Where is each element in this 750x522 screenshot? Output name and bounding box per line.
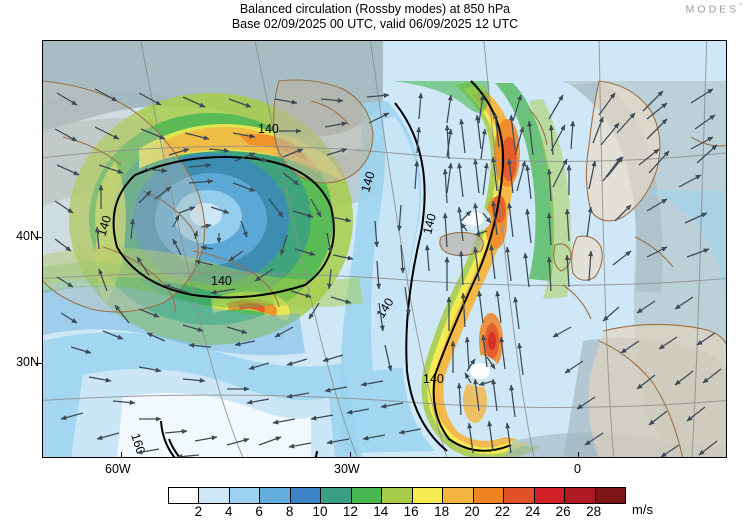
contour-label: 140 — [420, 212, 439, 236]
contour-label: 140 — [423, 372, 444, 386]
axis-tick — [36, 363, 42, 364]
windspeed-shading — [43, 41, 726, 457]
colorbar-swatch — [351, 488, 383, 503]
modes-logo-text: MODES — [685, 3, 740, 16]
axis-tick — [121, 452, 122, 458]
colorbar-tick-label: 10 — [312, 504, 328, 519]
colorbar-tick-label: 14 — [373, 504, 389, 519]
map-layers: 140 140 140 140 140 140 140 160 — [43, 41, 726, 457]
axis-tick — [350, 452, 351, 458]
y-tick-label: 40N — [16, 229, 39, 243]
axis-tick — [578, 452, 579, 458]
colorbar-swatch — [229, 488, 261, 503]
contour-label: 160 — [128, 432, 148, 456]
colorbar-tick-label: 6 — [255, 504, 263, 519]
graticule — [43, 41, 726, 457]
axis-tick — [36, 237, 42, 238]
x-tick-label: 60W — [105, 462, 131, 476]
y-tick-label: 30N — [16, 355, 39, 369]
modes-logo: MODES° — [686, 3, 742, 16]
colorbar-swatch — [260, 488, 291, 503]
x-tick-label: 30W — [334, 462, 360, 476]
colorbar-tick-label: 24 — [525, 504, 541, 519]
colorbar-swatch — [565, 488, 596, 503]
colorbar-swatch — [443, 488, 474, 503]
colorbar-tick-label: 26 — [555, 504, 571, 519]
map-plot-area: 140 140 140 140 140 140 140 160 — [42, 40, 727, 458]
colorbar-tick-label: 20 — [464, 504, 480, 519]
colorbar-tick-label: 18 — [434, 504, 450, 519]
contour-label: 140 — [258, 122, 279, 136]
map-svg: 140 140 140 140 140 140 140 160 — [43, 41, 726, 457]
colorbar-unit-label: m/s — [632, 502, 653, 517]
colorbar-swatch — [290, 488, 322, 503]
colorbar-tick-labels: 2 4 6 8 10 12 14 16 18 20 22 24 26 28 — [168, 504, 626, 522]
colorbar-swatch — [504, 488, 535, 503]
colorbar-swatch — [382, 488, 413, 503]
x-tick-label: 0 — [574, 462, 581, 476]
wind-vectors — [54, 88, 722, 457]
contour-label: 140 — [211, 274, 232, 288]
colorbar-swatch — [473, 488, 505, 503]
colorbar-tick-label: 2 — [194, 504, 203, 519]
colorbar-tick-label: 16 — [403, 504, 419, 519]
colorbar-tick-label: 4 — [225, 504, 233, 519]
colorbar-swatch — [534, 488, 566, 503]
contour-labels: 140 140 140 140 140 140 140 160 — [95, 122, 444, 456]
colorbar-swatch — [321, 488, 352, 503]
colorbar-swatch — [412, 488, 444, 503]
colorbar-swatch — [199, 488, 230, 503]
colorbar-swatch — [595, 488, 626, 503]
chart-title-block: Balanced circulation (Rossby modes) at 8… — [0, 0, 750, 32]
colorbar-tick-label: 8 — [285, 504, 294, 519]
contour-label: 140 — [358, 170, 377, 194]
colorbar-swatches — [168, 487, 626, 504]
colorbar-tick-label: 22 — [494, 504, 510, 519]
chart-subtitle: Base 02/09/2025 00 UTC, valid 06/09/2025… — [231, 17, 519, 31]
land-mask — [43, 80, 726, 457]
colorbar-tick-label: 28 — [586, 504, 602, 519]
geopotential-contours — [112, 80, 512, 457]
colorbar-swatch — [169, 488, 200, 503]
colorbar-tick-label: 12 — [342, 504, 358, 519]
modes-logo-mark: ° — [739, 3, 742, 10]
page-title: Balanced circulation (Rossby modes) at 8… — [239, 2, 511, 16]
colorbar: 2 4 6 8 10 12 14 16 18 20 22 24 26 28 — [168, 487, 626, 522]
